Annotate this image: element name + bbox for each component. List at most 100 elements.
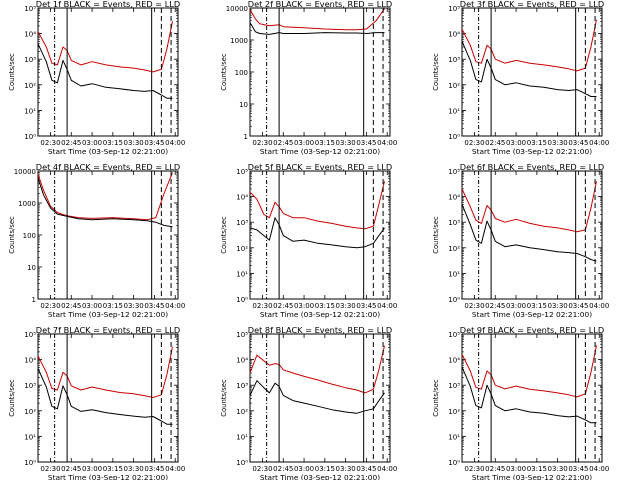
x-tick-label: 04:00	[165, 465, 185, 473]
x-tick-label: 03:30	[336, 465, 356, 473]
plot-frame	[249, 333, 391, 463]
x-tick-label: 02:45	[273, 465, 293, 473]
x-axis-label: Start Time (03-Sep-12 02:21:00)	[472, 310, 592, 319]
x-tick-label: 04:00	[589, 302, 609, 310]
y-axis-label: Counts/sec	[8, 379, 16, 417]
events-series-line	[461, 366, 597, 424]
y-tick-label: 10³	[448, 56, 460, 64]
chart-title: Det 2f BLACK = Events, RED = LLD	[248, 0, 392, 9]
x-tick-label: 03:30	[124, 139, 144, 147]
y-tick-label: 10000	[226, 5, 248, 13]
y-tick-label: 10⁰	[448, 296, 460, 304]
chart-title: Det 5f BLACK = Events, RED = LLD	[248, 162, 392, 172]
x-axis-label: Start Time (03-Sep-12 02:21:00)	[48, 147, 168, 156]
x-axis-label: Start Time (03-Sep-12 02:21:00)	[260, 310, 380, 319]
y-tick-label: 10⁰	[236, 459, 248, 467]
x-tick-label: 03:30	[124, 465, 144, 473]
x-tick-label: 03:45	[356, 465, 376, 473]
y-tick-label: 10²	[24, 82, 36, 90]
chart-panel-5: Det 5f BLACK = Events, RED = LLD 10⁰ 10¹ 10…	[220, 162, 397, 319]
y-axis-label: Counts/sec	[220, 379, 228, 417]
y-tick-label: 10⁴	[236, 194, 248, 202]
x-axis-label: Start Time (03-Sep-12 02:21:00)	[472, 473, 592, 480]
x-tick-label: 03:45	[568, 465, 588, 473]
x-tick-label: 03:15	[527, 465, 547, 473]
x-tick-label: 03:00	[82, 139, 102, 147]
x-tick-label: 03:30	[336, 302, 356, 310]
y-tick-label: 10⁴	[448, 357, 460, 365]
y-tick-label: 10¹	[24, 107, 36, 115]
y-tick-label: 10⁴	[24, 357, 36, 365]
lld-series-line	[37, 172, 173, 221]
y-tick-label: 10¹	[24, 433, 36, 441]
x-tick-label: 02:30	[464, 302, 484, 310]
y-tick-label: 10⁴	[236, 357, 248, 365]
x-tick-label: 03:15	[527, 139, 547, 147]
x-tick-label: 02:45	[485, 465, 505, 473]
x-tick-label: 02:30	[40, 465, 60, 473]
x-tick-label: 03:15	[315, 465, 335, 473]
y-tick-label: 10⁰	[448, 133, 460, 141]
chart-title: Det 6f BLACK = Events, RED = LLD	[460, 162, 604, 172]
x-tick-label: 03:00	[506, 302, 526, 310]
y-tick-label: 10⁴	[24, 31, 36, 39]
x-tick-label: 03:30	[336, 139, 356, 147]
y-tick-label: 10⁰	[24, 459, 36, 467]
y-tick-label: 1	[244, 133, 248, 141]
y-tick-label: 10²	[236, 408, 248, 416]
lld-series-line	[461, 19, 597, 72]
y-tick-label: 10⁰	[24, 133, 36, 141]
y-tick-label: 10¹	[448, 433, 460, 441]
plot-frame	[461, 333, 603, 463]
x-tick-label: 03:00	[506, 465, 526, 473]
chart-panel-7: Det 7f BLACK = Events, RED = LLD 10⁰ 10¹ 10…	[8, 325, 185, 480]
y-axis-label: Counts/sec	[220, 216, 228, 254]
plot-frame	[37, 170, 179, 300]
x-tick-label: 02:30	[252, 139, 272, 147]
y-axis-label: Counts/sec	[8, 216, 16, 254]
y-tick-label: 100	[23, 232, 36, 240]
x-tick-label: 02:45	[485, 302, 505, 310]
plot-frame	[37, 333, 179, 463]
events-series-line	[37, 43, 173, 99]
x-tick-label: 02:30	[464, 139, 484, 147]
y-tick-label: 1000	[230, 37, 248, 45]
events-series-line	[249, 22, 385, 35]
y-tick-label: 10⁵	[448, 168, 460, 176]
chart-title: Det 1f BLACK = Events, RED = LLD	[36, 0, 180, 9]
plot-frame	[249, 170, 391, 300]
chart-panel-3: Det 3f BLACK = Events, RED = LLD 10⁰ 10¹ 10…	[432, 0, 609, 156]
x-tick-label: 03:15	[103, 465, 123, 473]
y-axis-label: Counts/sec	[432, 216, 440, 254]
y-tick-label: 1000	[18, 200, 36, 208]
x-tick-label: 02:45	[273, 302, 293, 310]
x-tick-label: 03:45	[356, 139, 376, 147]
x-tick-label: 02:45	[61, 302, 81, 310]
y-tick-label: 10¹	[448, 107, 460, 115]
y-axis-label: Counts/sec	[220, 53, 228, 91]
x-tick-label: 02:30	[252, 302, 272, 310]
events-series-line	[249, 217, 385, 249]
x-tick-label: 03:30	[548, 465, 568, 473]
chart-title: Det 4f BLACK = Events, RED = LLD	[36, 162, 180, 172]
chart-panel-9: Det 9f BLACK = Events, RED = LLD 10⁰ 10¹ 10…	[432, 325, 609, 480]
x-axis-label: Start Time (03-Sep-12 02:21:00)	[48, 310, 168, 319]
chart-panel-1: Det 1f BLACK = Events, RED = LLD 10⁰ 10¹ 10…	[8, 0, 185, 156]
x-tick-label: 03:00	[294, 302, 314, 310]
x-tick-label: 02:45	[485, 139, 505, 147]
chart-panel-2: Det 2f BLACK = Events, RED = LLD 1 10 100 10…	[220, 0, 397, 156]
x-tick-label: 03:30	[548, 302, 568, 310]
x-tick-label: 04:00	[377, 302, 397, 310]
y-tick-label: 10⁰	[236, 296, 248, 304]
x-tick-label: 03:00	[82, 465, 102, 473]
x-tick-label: 02:30	[464, 465, 484, 473]
plot-frame	[461, 170, 603, 300]
chart-title: Det 8f BLACK = Events, RED = LLD	[248, 325, 392, 335]
x-tick-label: 03:15	[315, 139, 335, 147]
y-tick-label: 10¹	[236, 270, 248, 278]
y-tick-label: 10³	[236, 382, 248, 390]
y-tick-label: 100	[235, 69, 248, 77]
lld-series-line	[37, 21, 173, 73]
plot-frame	[461, 7, 603, 137]
lld-series-line	[249, 181, 385, 230]
